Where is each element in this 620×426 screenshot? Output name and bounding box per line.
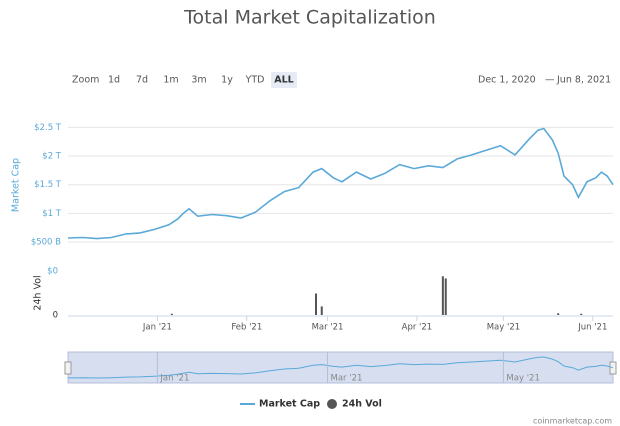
date-to[interactable]: Jun 8, 2021: [556, 75, 611, 86]
date-from[interactable]: Dec 1, 2020: [478, 75, 536, 86]
legend-label[interactable]: 24h Vol: [342, 399, 382, 410]
zoom-label: Zoom: [72, 75, 99, 86]
x-tick-label: Apr '21: [402, 323, 433, 333]
range-button[interactable]: 3m: [191, 75, 206, 86]
volume-bar: [441, 276, 444, 315]
navigator-label: May '21: [506, 374, 539, 384]
volume-bar: [580, 313, 583, 315]
credit: coinmarketcap.com: [533, 417, 612, 426]
navigator-line: [67, 356, 614, 379]
y-tick-label: $500 B: [31, 238, 61, 248]
navigator-label: Mar '21: [331, 374, 363, 384]
volume-bar: [444, 278, 447, 315]
range-button-bg[interactable]: [271, 72, 297, 88]
x-tick-label: Feb '21: [231, 323, 262, 333]
volume-bar: [314, 293, 317, 315]
x-tick-label: Mar '21: [312, 323, 344, 333]
range-button[interactable]: 1d: [108, 75, 120, 86]
volume-tick-label: $0: [47, 267, 58, 277]
x-tick-label: May '21: [487, 323, 520, 333]
date-separator: —: [545, 75, 555, 86]
legend-label[interactable]: Market Cap: [259, 399, 320, 410]
y-tick-label: $2 T: [42, 152, 62, 162]
y-tick-label: $1 T: [42, 209, 62, 219]
y-axis-title: Market Cap: [11, 158, 22, 212]
x-tick-label: Jan '21: [142, 323, 172, 333]
volume-bar: [170, 313, 173, 315]
y-tick-label: $1.5 T: [34, 180, 62, 190]
volume-axis-title: 24h Vol: [33, 275, 44, 310]
chart-title: Total Market Capitalization: [183, 7, 436, 29]
range-button[interactable]: 1m: [163, 75, 178, 86]
x-tick-label: Jun '21: [577, 323, 607, 333]
range-button[interactable]: 7d: [136, 75, 148, 86]
line: [67, 127, 614, 240]
navigator-label: Jan '21: [159, 374, 189, 384]
navigator-handle[interactable]: [609, 361, 617, 375]
range-button[interactable]: YTD: [245, 75, 265, 86]
volume-tick-label: 0: [53, 311, 58, 321]
volume-bar: [320, 306, 323, 315]
navigator-handle[interactable]: [64, 361, 72, 375]
y-tick-label: $2.5 T: [34, 123, 62, 133]
range-button[interactable]: ALL: [274, 75, 293, 86]
legend-swatch[interactable]: [327, 399, 337, 409]
volume-bar: [557, 313, 560, 315]
range-button[interactable]: 1y: [221, 75, 233, 86]
